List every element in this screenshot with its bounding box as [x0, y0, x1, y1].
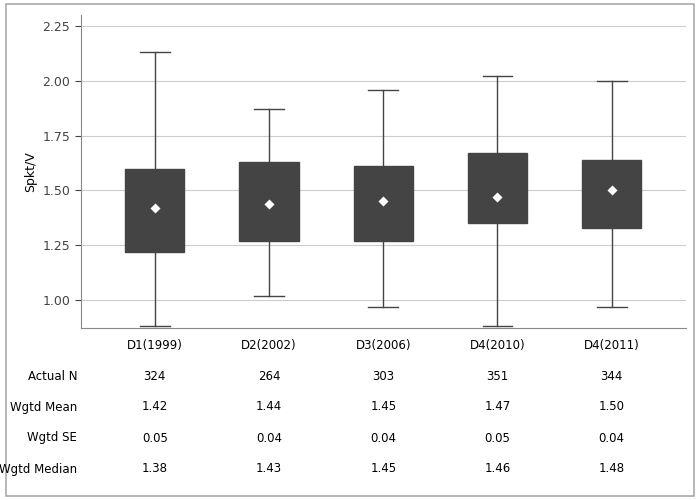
Text: D1(1999): D1(1999)	[127, 338, 183, 351]
Text: 1.45: 1.45	[370, 462, 396, 475]
PathPatch shape	[354, 166, 413, 241]
Text: 1.44: 1.44	[256, 400, 282, 413]
Text: 303: 303	[372, 370, 394, 382]
Text: 1.46: 1.46	[484, 462, 510, 475]
Text: 0.04: 0.04	[370, 432, 396, 444]
Text: 1.42: 1.42	[141, 400, 168, 413]
Text: 1.50: 1.50	[598, 400, 624, 413]
Text: 0.05: 0.05	[484, 432, 510, 444]
PathPatch shape	[468, 153, 527, 224]
Text: D4(2011): D4(2011)	[584, 338, 640, 351]
Text: 0.05: 0.05	[142, 432, 168, 444]
Text: 1.47: 1.47	[484, 400, 510, 413]
Text: D3(2006): D3(2006)	[356, 338, 411, 351]
Text: D2(2002): D2(2002)	[241, 338, 297, 351]
Text: 344: 344	[601, 370, 623, 382]
Text: D4(2010): D4(2010)	[470, 338, 525, 351]
Text: 1.45: 1.45	[370, 400, 396, 413]
Text: 1.48: 1.48	[598, 462, 625, 475]
Y-axis label: Spkt/V: Spkt/V	[24, 151, 36, 192]
PathPatch shape	[582, 160, 641, 228]
Text: Wgtd Mean: Wgtd Mean	[10, 400, 77, 413]
Text: 0.04: 0.04	[598, 432, 624, 444]
Text: Wgtd Median: Wgtd Median	[0, 462, 77, 475]
Text: 1.43: 1.43	[256, 462, 282, 475]
Text: 0.04: 0.04	[256, 432, 282, 444]
Text: 1.38: 1.38	[142, 462, 168, 475]
Text: 264: 264	[258, 370, 280, 382]
Text: 324: 324	[144, 370, 166, 382]
PathPatch shape	[125, 168, 185, 252]
Text: 351: 351	[486, 370, 509, 382]
PathPatch shape	[239, 162, 299, 241]
Text: Actual N: Actual N	[27, 370, 77, 382]
Text: Wgtd SE: Wgtd SE	[27, 432, 77, 444]
